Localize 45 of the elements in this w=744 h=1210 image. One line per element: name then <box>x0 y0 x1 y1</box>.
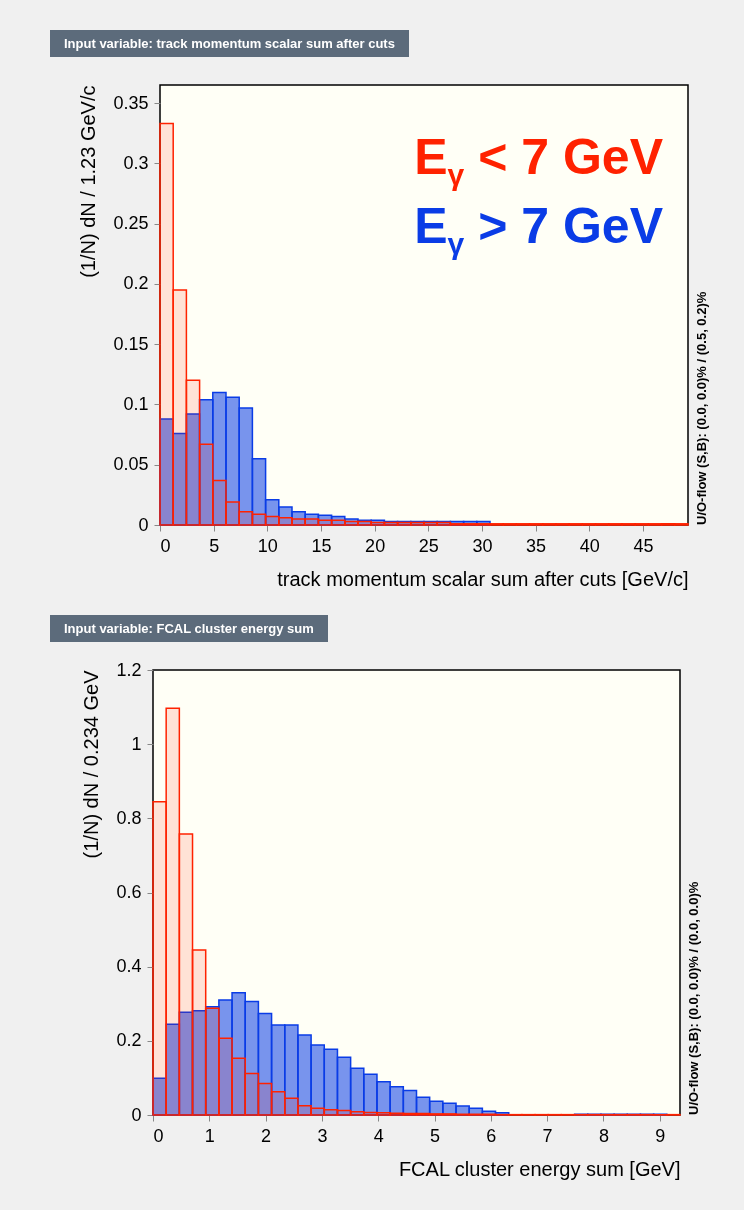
x-tick-label: 6 <box>486 1125 497 1146</box>
x-tick-label: 9 <box>655 1125 666 1146</box>
y-tick-label: 0.15 <box>113 333 149 354</box>
x-tick-label: 15 <box>311 535 332 556</box>
x-tick-label: 0 <box>160 535 171 556</box>
y-tick-label: 0.4 <box>116 956 142 977</box>
y-tick-label: 1 <box>131 733 142 754</box>
chart-title: Input variable: track momentum scalar sum after cuts <box>50 30 409 57</box>
y-tick-label: 0.35 <box>113 92 149 113</box>
x-tick-label: 1 <box>204 1125 215 1146</box>
y-tick-label: 0.2 <box>116 1030 142 1051</box>
y-axis-title: (1/N) dN / 0.234 GeV <box>80 669 103 859</box>
x-tick-label: 35 <box>526 535 547 556</box>
text: E$_{γ}$ > 7 GeV <box>414 197 663 262</box>
x-tick-label: 8 <box>598 1125 609 1146</box>
y-tick-label: 0.2 <box>123 273 149 294</box>
x-tick-label: 5 <box>430 1125 441 1146</box>
text: U/O-flow (S,B): (0.0, 0.0)% / (0.5, 0.2)% <box>694 290 709 525</box>
y-tick-label: 0.05 <box>113 454 149 475</box>
x-tick-label: 5 <box>209 535 220 556</box>
x-tick-label: 0 <box>153 1125 164 1146</box>
text: E$_{γ}$ < 7 GeV <box>414 128 663 193</box>
x-tick-label: 45 <box>633 535 654 556</box>
y-tick-label: 0.1 <box>123 393 149 414</box>
chart-title: Input variable: FCAL cluster energy sum <box>50 615 328 642</box>
x-axis-title: FCAL cluster energy sum [GeV] <box>398 1157 681 1180</box>
x-tick-label: 30 <box>472 535 493 556</box>
y-tick-label: 0.6 <box>116 882 142 902</box>
x-tick-label: 3 <box>317 1125 328 1146</box>
y-tick-label: 0.3 <box>123 152 149 173</box>
x-tick-label: 4 <box>373 1125 384 1146</box>
y-tick-label: 0 <box>138 514 149 535</box>
y-tick-label: 0 <box>131 1104 142 1125</box>
x-tick-label: 40 <box>579 535 600 556</box>
text: U/O-flow (S,B): (0.0, 0.0)% / (0.0, 0.0)% <box>686 880 701 1115</box>
x-tick-label: 20 <box>365 535 386 556</box>
y-tick-label: 0.8 <box>116 807 142 828</box>
y-tick-label: 1.2 <box>116 659 142 680</box>
x-tick-label: 7 <box>542 1125 553 1146</box>
x-axis-title: track momentum scalar sum after cuts [GeV/c] <box>277 567 689 590</box>
x-tick-label: 10 <box>257 535 278 556</box>
x-tick-label: 25 <box>418 535 439 556</box>
x-tick-label: 2 <box>261 1125 272 1146</box>
y-axis-title: (1/N) dN / 1.23 GeV/c <box>77 85 100 278</box>
y-tick-label: 0.25 <box>113 213 149 234</box>
